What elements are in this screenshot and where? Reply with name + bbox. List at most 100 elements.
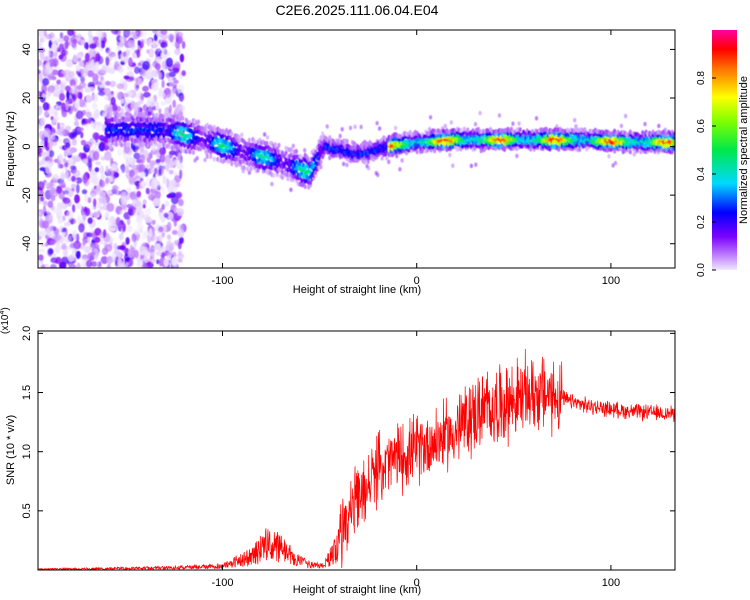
ridge-cell xyxy=(141,141,145,147)
noise-cell xyxy=(57,122,60,130)
noise-cell xyxy=(75,250,81,260)
noise-cell xyxy=(80,131,84,139)
noise-cell xyxy=(112,104,118,112)
noise-cell xyxy=(178,250,182,256)
ridge-cell xyxy=(205,154,209,159)
noise-cell xyxy=(55,104,59,110)
noise-cell xyxy=(38,145,42,155)
ridge-cell xyxy=(279,157,283,162)
noise-cell xyxy=(98,179,106,188)
ridge-cell xyxy=(188,149,192,155)
noise-cell xyxy=(141,263,149,268)
noise-cell xyxy=(128,208,134,217)
noise-cell xyxy=(51,174,60,181)
y-tick-label: -20 xyxy=(21,187,33,203)
noise-cell xyxy=(67,30,74,37)
noise-cell xyxy=(41,151,50,157)
noise-cell xyxy=(40,196,45,202)
noise-cell xyxy=(45,109,49,117)
snr-scale-label: (x104) xyxy=(0,307,11,334)
spectrogram-frame xyxy=(37,29,676,269)
noise-cell xyxy=(147,96,155,102)
noise-cell xyxy=(107,221,112,226)
ridge-cell xyxy=(155,112,159,118)
noise-cell xyxy=(139,171,146,178)
noise-cell xyxy=(348,125,353,131)
noise-cell xyxy=(342,161,346,167)
noise-cell xyxy=(65,170,69,180)
ridge-cell xyxy=(242,165,246,171)
noise-cell xyxy=(53,110,59,118)
noise-cell xyxy=(657,123,661,129)
noise-cell xyxy=(106,202,115,212)
noise-cell xyxy=(90,261,98,267)
noise-cell xyxy=(47,90,52,97)
noise-cell xyxy=(158,234,163,244)
noise-cell xyxy=(71,229,78,239)
noise-cell xyxy=(50,194,56,202)
noise-cell xyxy=(289,187,293,192)
snr-x-label: Height of straight line (km) xyxy=(293,584,421,596)
noise-cell xyxy=(449,120,453,125)
noise-cell xyxy=(173,79,179,84)
noise-cell xyxy=(68,263,77,268)
noise-cell xyxy=(145,187,150,195)
ridge-cell xyxy=(274,142,277,148)
noise-cell xyxy=(270,181,274,187)
noise-cell xyxy=(151,219,156,225)
noise-cell xyxy=(127,57,133,67)
noise-cell xyxy=(443,123,447,129)
noise-cell xyxy=(172,99,176,108)
noise-cell xyxy=(39,51,45,60)
noise-cell xyxy=(147,38,153,45)
ridge-cell xyxy=(578,147,582,152)
noise-cell xyxy=(60,49,68,56)
ridge-cell xyxy=(628,149,632,155)
noise-cell xyxy=(51,69,59,76)
noise-cell xyxy=(64,40,69,50)
noise-cell xyxy=(157,91,166,99)
noise-cell xyxy=(265,135,270,140)
x-tick-label: -100 xyxy=(211,275,233,287)
noise-cell xyxy=(110,157,114,164)
noise-cell xyxy=(120,98,125,104)
noise-cell xyxy=(82,239,86,246)
noise-cell xyxy=(127,40,136,48)
noise-cell xyxy=(134,249,139,259)
noise-cell xyxy=(90,251,96,256)
noise-cell xyxy=(122,51,127,57)
noise-cell xyxy=(38,261,41,267)
noise-cell xyxy=(95,184,101,192)
noise-cell xyxy=(338,133,342,139)
noise-cell xyxy=(62,215,66,222)
ridge-cell xyxy=(109,143,113,149)
noise-cell xyxy=(378,126,382,131)
noise-cell xyxy=(179,169,183,179)
noise-cell xyxy=(643,121,647,127)
spectrogram-panel: -100 0 100 -40 -20 0 20 40 Height of straight … xyxy=(5,29,676,296)
noise-cell xyxy=(164,87,172,98)
noise-cell xyxy=(64,162,69,168)
noise-cell xyxy=(619,123,624,129)
noise-cell xyxy=(162,175,166,185)
noise-cell xyxy=(78,61,85,67)
noise-cell xyxy=(94,253,99,261)
ridge-cell xyxy=(321,131,325,137)
noise-cell xyxy=(50,257,58,264)
noise-cell xyxy=(82,211,87,221)
colorbar-tick-label: 0.2 xyxy=(696,215,707,229)
noise-cell xyxy=(394,125,398,131)
noise-cell xyxy=(511,121,515,126)
noise-cell xyxy=(121,163,126,174)
ridge-cell xyxy=(158,142,162,148)
noise-cell xyxy=(240,132,244,137)
noise-cell xyxy=(45,146,50,151)
ridge-cell xyxy=(134,111,138,116)
ridge-cell xyxy=(158,113,162,119)
noise-cell xyxy=(58,138,62,144)
noise-cell xyxy=(134,81,140,92)
noise-cell xyxy=(168,169,174,175)
noise-cell xyxy=(66,210,74,221)
noise-cell xyxy=(473,122,478,127)
noise-cell xyxy=(167,250,173,259)
